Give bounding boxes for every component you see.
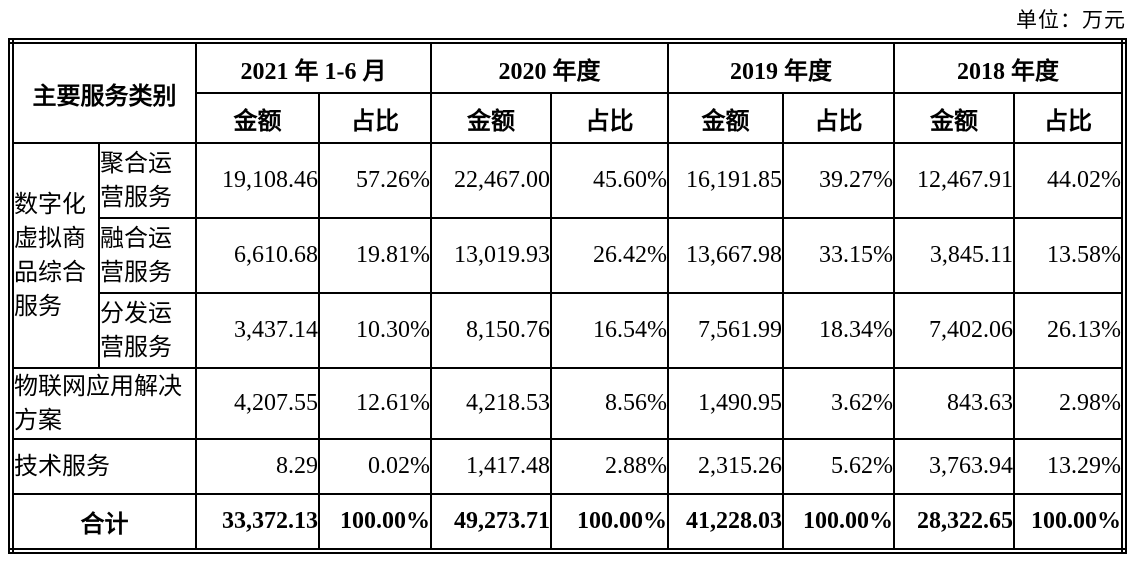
- total-cell: 49,273.71: [430, 493, 552, 552]
- data-cell: 8.56%: [550, 367, 669, 440]
- total-cell: 100.00%: [782, 493, 895, 552]
- row-group-label: 数字化虚拟商品综合服务: [10, 142, 100, 369]
- data-cell: 1,417.48: [430, 438, 552, 495]
- data-cell: 16,191.85: [667, 142, 784, 219]
- data-cell: 13.29%: [1013, 438, 1125, 495]
- data-cell: 0.02%: [318, 438, 432, 495]
- data-cell: 19,108.46: [195, 142, 320, 219]
- ratio-header: 占比: [550, 92, 669, 144]
- total-cell: 28,322.65: [893, 493, 1015, 552]
- period-header-2019: 2019 年度: [667, 40, 895, 94]
- data-cell: 10.30%: [318, 292, 432, 369]
- data-cell: 3.62%: [782, 367, 895, 440]
- revenue-breakdown-table: 主要服务类别 2021 年 1-6 月 2020 年度 2019 年度 2018…: [8, 38, 1127, 554]
- amount-header: 金额: [667, 92, 784, 144]
- row-category-label: 分发运营服务: [98, 292, 197, 369]
- data-cell: 2.88%: [550, 438, 669, 495]
- table-row: 技术服务 8.29 0.02% 1,417.48 2.88% 2,315.26 …: [10, 438, 1125, 495]
- data-cell: 2,315.26: [667, 438, 784, 495]
- data-cell: 2.98%: [1013, 367, 1125, 440]
- data-cell: 13,019.93: [430, 217, 552, 294]
- data-cell: 33.15%: [782, 217, 895, 294]
- table-row: 物联网应用解决方案 4,207.55 12.61% 4,218.53 8.56%…: [10, 367, 1125, 440]
- data-cell: 7,561.99: [667, 292, 784, 369]
- row-category-label: 物联网应用解决方案: [10, 367, 197, 440]
- data-cell: 3,437.14: [195, 292, 320, 369]
- data-cell: 26.42%: [550, 217, 669, 294]
- ratio-header: 占比: [1013, 92, 1125, 144]
- amount-header: 金额: [893, 92, 1015, 144]
- total-cell: 33,372.13: [195, 493, 320, 552]
- data-cell: 16.54%: [550, 292, 669, 369]
- data-cell: 26.13%: [1013, 292, 1125, 369]
- table-row: 融合运营服务 6,610.68 19.81% 13,019.93 26.42% …: [11, 217, 1125, 294]
- data-cell: 7,402.06: [893, 292, 1015, 369]
- header-row-periods: 主要服务类别 2021 年 1-6 月 2020 年度 2019 年度 2018…: [10, 40, 1125, 144]
- total-cell: 100.00%: [318, 493, 432, 552]
- data-cell: 44.02%: [1013, 142, 1125, 219]
- data-cell: 13,667.98: [667, 217, 784, 294]
- data-cell: 22,467.00: [430, 142, 552, 219]
- data-cell: 12,467.91: [893, 142, 1015, 219]
- period-header-2020: 2020 年度: [430, 40, 669, 94]
- data-cell: 45.60%: [550, 142, 669, 219]
- data-cell: 4,207.55: [195, 367, 320, 440]
- unit-label: 单位：万元: [1016, 8, 1126, 32]
- period-header-2021: 2021 年 1-6 月: [195, 40, 432, 94]
- total-cell: 100.00%: [550, 493, 669, 552]
- total-cell: 100.00%: [1013, 493, 1125, 552]
- data-cell: 8.29: [195, 438, 320, 495]
- data-cell: 5.62%: [782, 438, 895, 495]
- header-row-metrics: 金额 占比 金额 占比 金额 占比 金额 占比: [11, 92, 1125, 144]
- data-cell: 3,763.94: [893, 438, 1015, 495]
- data-cell: 18.34%: [782, 292, 895, 369]
- data-cell: 1,490.95: [667, 367, 784, 440]
- data-cell: 12.61%: [318, 367, 432, 440]
- data-cell: 39.27%: [782, 142, 895, 219]
- data-cell: 57.26%: [318, 142, 432, 219]
- amount-header: 金额: [430, 92, 552, 144]
- data-cell: 19.81%: [318, 217, 432, 294]
- table-row: 数字化虚拟商品综合服务 聚合运营服务 19,108.46 57.26% 22,4…: [10, 142, 1125, 369]
- total-cell: 41,228.03: [667, 493, 784, 552]
- total-row: 合计 33,372.13 100.00% 49,273.71 100.00% 4…: [10, 493, 1125, 552]
- data-cell: 843.63: [893, 367, 1015, 440]
- ratio-header: 占比: [782, 92, 895, 144]
- data-cell: 13.58%: [1013, 217, 1125, 294]
- data-cell: 3,845.11: [893, 217, 1015, 294]
- amount-header: 金额: [195, 92, 320, 144]
- corner-header: 主要服务类别: [10, 40, 197, 144]
- period-header-2018: 2018 年度: [893, 40, 1125, 94]
- data-cell: 4,218.53: [430, 367, 552, 440]
- data-cell: 8,150.76: [430, 292, 552, 369]
- data-cell: 6,610.68: [195, 217, 320, 294]
- row-category-label: 融合运营服务: [98, 217, 197, 294]
- row-category-label: 聚合运营服务: [98, 142, 197, 219]
- row-category-label: 技术服务: [10, 438, 197, 495]
- total-label: 合计: [10, 493, 197, 552]
- ratio-header: 占比: [318, 92, 432, 144]
- table-row: 分发运营服务 3,437.14 10.30% 8,150.76 16.54% 7…: [11, 292, 1125, 369]
